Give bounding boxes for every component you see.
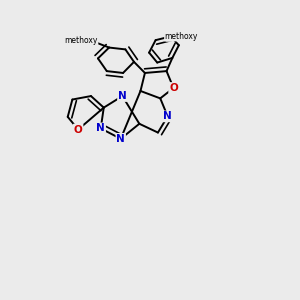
Text: N: N [96,123,105,134]
Text: N: N [118,91,127,101]
Text: O: O [74,124,82,135]
Text: O: O [166,32,174,41]
Text: methoxy: methoxy [164,32,198,41]
Text: N: N [116,134,125,144]
Text: methoxy: methoxy [64,36,98,45]
Text: O: O [86,36,94,45]
Text: O: O [169,83,178,93]
Text: N: N [163,111,172,122]
